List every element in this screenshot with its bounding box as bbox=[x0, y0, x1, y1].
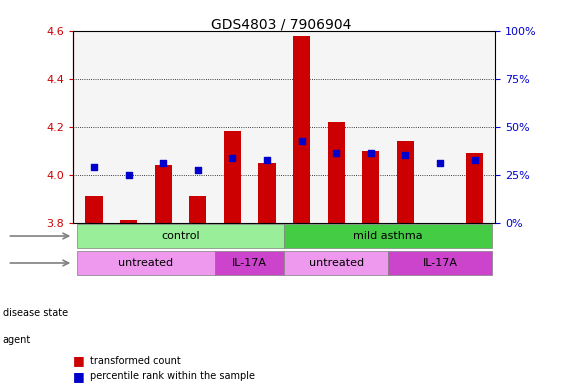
Point bbox=[297, 138, 306, 144]
Bar bbox=[293, 35, 310, 223]
Text: disease state: disease state bbox=[3, 308, 68, 318]
Point bbox=[401, 152, 410, 159]
FancyBboxPatch shape bbox=[77, 224, 284, 248]
Point bbox=[90, 164, 99, 170]
Point bbox=[159, 159, 168, 166]
Bar bbox=[397, 141, 414, 223]
Point bbox=[367, 150, 376, 156]
Point bbox=[436, 159, 445, 166]
FancyBboxPatch shape bbox=[284, 251, 388, 275]
Bar bbox=[120, 220, 137, 223]
Point bbox=[470, 157, 479, 163]
Text: IL-17A: IL-17A bbox=[232, 258, 267, 268]
Bar bbox=[362, 151, 379, 223]
Text: IL-17A: IL-17A bbox=[423, 258, 458, 268]
Bar bbox=[258, 162, 276, 223]
Bar bbox=[189, 196, 207, 223]
Point bbox=[262, 157, 271, 163]
Text: control: control bbox=[161, 231, 200, 241]
Text: untreated: untreated bbox=[309, 258, 364, 268]
Text: percentile rank within the sample: percentile rank within the sample bbox=[90, 371, 255, 381]
Point bbox=[228, 155, 237, 161]
FancyBboxPatch shape bbox=[77, 251, 215, 275]
FancyBboxPatch shape bbox=[215, 251, 284, 275]
FancyBboxPatch shape bbox=[284, 224, 492, 248]
Text: ■: ■ bbox=[73, 354, 85, 367]
Bar bbox=[224, 131, 241, 223]
Bar bbox=[328, 122, 345, 223]
Text: transformed count: transformed count bbox=[90, 356, 181, 366]
Point bbox=[332, 150, 341, 156]
Text: untreated: untreated bbox=[118, 258, 173, 268]
Text: GDS4803 / 7906904: GDS4803 / 7906904 bbox=[211, 17, 352, 31]
Bar bbox=[466, 153, 483, 223]
Text: agent: agent bbox=[3, 335, 31, 345]
Text: ■: ■ bbox=[73, 370, 85, 383]
Text: mild asthma: mild asthma bbox=[354, 231, 423, 241]
Bar bbox=[86, 196, 102, 223]
Point bbox=[193, 167, 202, 173]
Bar bbox=[154, 165, 172, 223]
FancyBboxPatch shape bbox=[388, 251, 492, 275]
Point bbox=[124, 172, 133, 178]
